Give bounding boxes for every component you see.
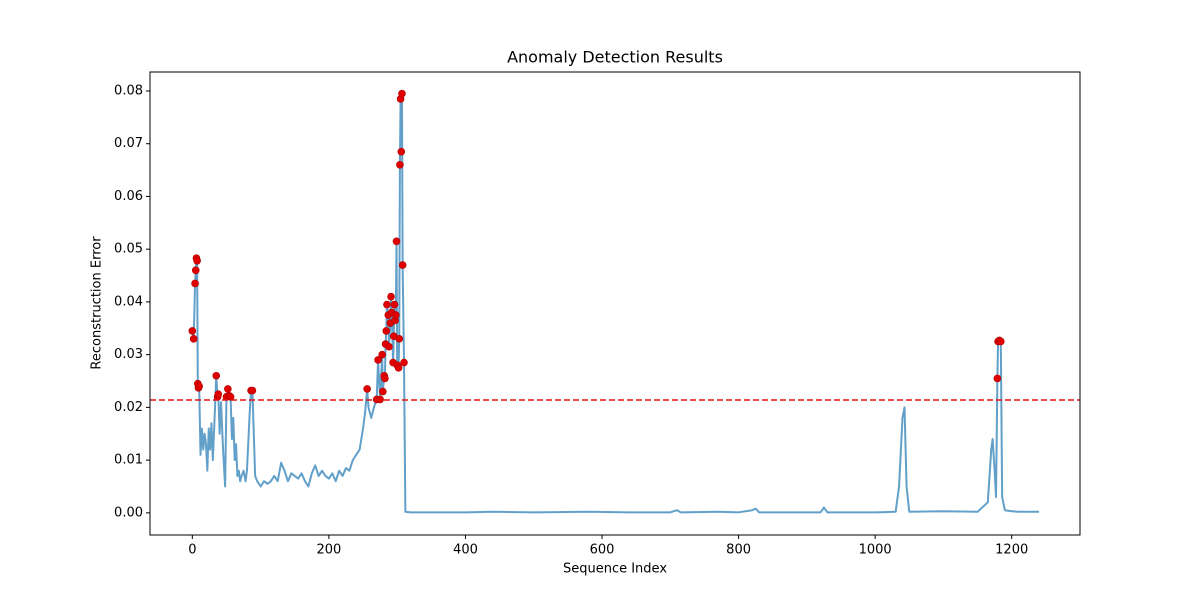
- x-tick-label: 1000: [859, 543, 892, 558]
- plot-frame: [149, 71, 1081, 536]
- anomaly-point: [392, 237, 401, 246]
- x-tick-label: 200: [316, 543, 341, 558]
- anomaly-point: [374, 356, 382, 364]
- anomaly-point: [400, 358, 408, 367]
- anomaly-point: [397, 147, 406, 156]
- anomaly-point: [191, 279, 199, 288]
- anomaly-point: [398, 261, 407, 269]
- anomaly-point: [214, 390, 223, 399]
- anomaly-point: [363, 385, 371, 393]
- anomaly-point: [193, 256, 201, 265]
- y-tick-label: 0.04: [114, 294, 143, 309]
- anomaly-point: [379, 387, 387, 396]
- x-tick-label: 0: [188, 543, 196, 558]
- anomaly-point: [385, 342, 393, 351]
- anomaly-point: [224, 385, 232, 393]
- x-tick-label: 1200: [995, 543, 1028, 558]
- anomaly-point: [993, 374, 1002, 383]
- y-tick-label: 0.06: [114, 189, 143, 204]
- anomaly-point: [394, 364, 403, 372]
- anomaly-point: [382, 327, 391, 335]
- x-tick-label: 400: [453, 543, 478, 558]
- y-tick-label: 0.08: [114, 83, 143, 98]
- line: [191, 92, 1040, 514]
- anomaly-point: [378, 350, 386, 359]
- anomaly-point: [996, 337, 1005, 346]
- anomaly-point: [191, 266, 200, 275]
- anomaly-point: [188, 327, 197, 335]
- anomaly-point: [189, 335, 198, 343]
- y-tick-label: 0.07: [114, 136, 143, 151]
- y-tick-label: 0.03: [114, 347, 143, 362]
- anomaly-point: [381, 374, 389, 383]
- anomaly-point: [398, 89, 406, 98]
- y-axis-label: Reconstruction Error: [90, 236, 105, 370]
- anomaly-point: [390, 300, 399, 309]
- y-tick-label: 0.05: [114, 242, 143, 257]
- anomaly-point: [395, 335, 404, 343]
- anomaly-point: [387, 292, 395, 301]
- y-tick-label: 0.01: [114, 453, 143, 468]
- x-tick-label: 800: [726, 543, 751, 558]
- x-tick-label: 600: [590, 543, 615, 558]
- anomaly-point: [392, 311, 400, 319]
- anomaly-point: [195, 382, 203, 391]
- chart-title: Anomaly Detection Results: [507, 48, 723, 67]
- anomaly-point: [383, 300, 391, 309]
- x-axis-label: Sequence Index: [563, 562, 667, 577]
- anomaly-point: [248, 386, 257, 395]
- anomaly-point: [212, 371, 221, 380]
- y-tick-label: 0.00: [114, 505, 143, 520]
- y-tick-label: 0.02: [114, 400, 143, 415]
- anomaly-point: [226, 393, 235, 401]
- anomaly-point: [396, 161, 404, 169]
